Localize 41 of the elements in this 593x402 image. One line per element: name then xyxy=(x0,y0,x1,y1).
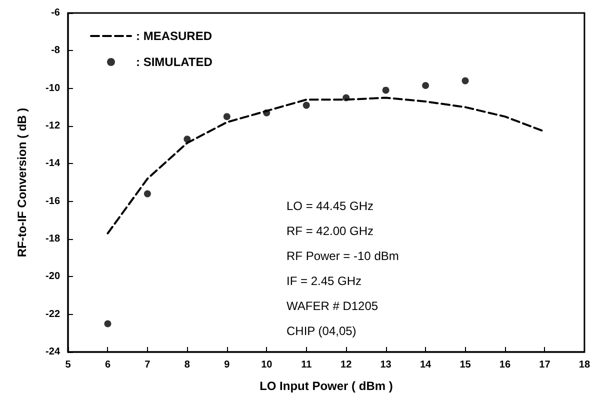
point xyxy=(223,113,230,120)
y-tick-label: -18 xyxy=(46,234,60,244)
y-axis-title: RF-to-IF Conversion ( dB ) xyxy=(15,108,29,258)
x-tick-label: 10 xyxy=(261,360,273,370)
y-tick-label: -20 xyxy=(46,271,60,282)
x-tick-label: 7 xyxy=(144,360,151,370)
x-tick-label: 15 xyxy=(460,360,472,370)
annotation: IF = 2.45 GHz xyxy=(286,274,362,288)
y-tick-label: -14 xyxy=(46,158,60,170)
x-tick-label: 9 xyxy=(224,360,230,370)
y-tick-label: -16 xyxy=(46,196,60,207)
x-tick-label: 5 xyxy=(65,360,72,370)
x-tick-label: 8 xyxy=(184,360,190,370)
annotation: CHIP (04,05) xyxy=(286,324,356,338)
point xyxy=(382,86,390,94)
x-tick-label: 12 xyxy=(340,360,352,370)
annotation: LO = 44.45 GHz xyxy=(286,198,374,213)
x-tick-label: 13 xyxy=(380,360,392,370)
point xyxy=(462,77,469,84)
point xyxy=(104,320,112,328)
x-tick-label: 18 xyxy=(578,360,590,370)
y-tick-label: -24 xyxy=(46,346,60,358)
point xyxy=(144,190,151,198)
x-axis-title: LO Input Power ( dBm ) xyxy=(260,379,393,393)
y-tick-label: -12 xyxy=(46,120,60,132)
annotation: RF Power = -10 dBm xyxy=(286,248,399,263)
annotation: WAFER # D1205 xyxy=(286,298,378,313)
legend-label: : SIMULATED xyxy=(136,55,213,69)
x-tick-label: 6 xyxy=(104,360,111,370)
x-tick-label: 11 xyxy=(301,360,312,370)
point xyxy=(302,102,310,109)
y-tick-label: -8 xyxy=(51,45,60,56)
x-tick-label: 16 xyxy=(499,360,511,370)
x-tick-label: 17 xyxy=(539,360,551,370)
annotation: RF = 42.00 GHz xyxy=(286,224,374,238)
y-tick-label: -22 xyxy=(46,308,60,320)
point xyxy=(422,82,430,90)
legend-label: : MEASURED xyxy=(136,29,212,43)
x-tick-label: 14 xyxy=(420,360,432,370)
y-tick-label: -6 xyxy=(51,8,60,18)
y-tick-label: -10 xyxy=(46,82,60,94)
